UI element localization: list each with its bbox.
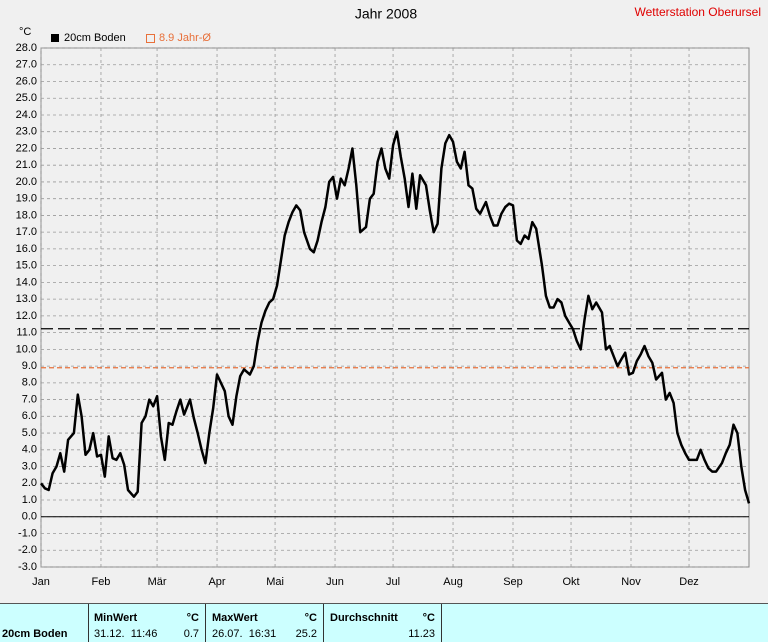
station-label: Wetterstation Oberursel bbox=[635, 5, 762, 19]
min-label: MinWert bbox=[94, 612, 138, 624]
x-tick-label: Mär bbox=[148, 576, 167, 588]
y-tick-label: 19.0 bbox=[16, 193, 37, 205]
y-tick-label: 21.0 bbox=[16, 159, 37, 171]
x-tick-label: Nov bbox=[621, 576, 641, 588]
y-tick-label: 11.0 bbox=[16, 327, 37, 339]
x-tick-label: Feb bbox=[91, 576, 110, 588]
x-tick-label: Jul bbox=[386, 576, 400, 588]
y-tick-label: -3.0 bbox=[18, 561, 37, 573]
y-tick-label: 18.0 bbox=[16, 209, 37, 221]
x-tick-label: Jan bbox=[32, 576, 50, 588]
x-tick-label: Dez bbox=[679, 576, 699, 588]
chart-title: Jahr 2008 bbox=[355, 6, 417, 22]
y-tick-label: 9.0 bbox=[22, 360, 37, 372]
y-tick-label: 8.0 bbox=[22, 377, 37, 389]
avg-label: Durchschnitt bbox=[330, 612, 398, 624]
y-tick-label: 26.0 bbox=[16, 75, 37, 87]
y-tick-label: 13.0 bbox=[16, 293, 37, 305]
legend-label: 20cm Boden bbox=[64, 32, 126, 44]
x-tick-label: Mai bbox=[266, 576, 284, 588]
y-unit: °C bbox=[19, 26, 31, 38]
y-tick-label: 25.0 bbox=[16, 92, 37, 104]
y-tick-label: 2.0 bbox=[22, 477, 37, 489]
legend-label: 8.9 Jahr-Ø bbox=[159, 32, 211, 44]
y-tick-label: 20.0 bbox=[16, 176, 37, 188]
max-time: 26.07. 16:31 bbox=[212, 628, 277, 640]
max-value: 25.2 bbox=[295, 628, 317, 640]
x-tick-label: Apr bbox=[208, 576, 225, 588]
avg-cell: Durchschnitt °C 11.23 bbox=[324, 604, 442, 642]
min-unit: °C bbox=[186, 612, 199, 624]
station-cell: 20cm Boden bbox=[0, 604, 89, 642]
chart: Jahr 2008 Wetterstation Oberursel °C 28.… bbox=[16, 5, 762, 588]
y-tick-label: 14.0 bbox=[16, 276, 37, 288]
min-value: 0.7 bbox=[183, 628, 199, 640]
y-tick-label: 27.0 bbox=[16, 59, 37, 71]
data-line bbox=[40, 130, 751, 504]
x-tick-label: Jun bbox=[326, 576, 344, 588]
y-tick-label: 3.0 bbox=[22, 460, 37, 472]
y-tick-label: 12.0 bbox=[16, 310, 37, 322]
y-tick-label: 17.0 bbox=[16, 226, 37, 238]
x-tick-label: Sep bbox=[503, 576, 523, 588]
y-tick-label: 15.0 bbox=[16, 260, 37, 272]
y-tick-label: 0.0 bbox=[22, 511, 37, 523]
avg-value: 11.23 bbox=[408, 628, 435, 640]
max-label: MaxWert bbox=[212, 612, 258, 624]
footer: 20cm Boden MinWert °C 31.12. 11:46 0.7 M… bbox=[0, 603, 768, 642]
max-unit: °C bbox=[304, 612, 317, 624]
y-tick-label: 22.0 bbox=[16, 142, 37, 154]
y-tick-label: 28.0 bbox=[16, 42, 37, 54]
avg-unit: °C bbox=[422, 612, 435, 624]
y-tick-label: 4.0 bbox=[22, 444, 37, 456]
x-tick-label: Okt bbox=[562, 576, 579, 588]
y-tick-label: 7.0 bbox=[22, 393, 37, 405]
y-tick-label: 10.0 bbox=[16, 343, 37, 355]
y-tick-label: -1.0 bbox=[18, 527, 37, 539]
y-tick-label: 23.0 bbox=[16, 126, 37, 138]
station-name: 20cm Boden bbox=[2, 628, 68, 640]
min-time: 31.12. 11:46 bbox=[94, 628, 158, 640]
y-tick-label: 6.0 bbox=[22, 410, 37, 422]
legend-swatch bbox=[146, 34, 155, 43]
min-cell: MinWert °C 31.12. 11:46 0.7 bbox=[89, 604, 206, 642]
y-tick-label: -2.0 bbox=[18, 544, 37, 556]
y-tick-label: 5.0 bbox=[22, 427, 37, 439]
y-tick-label: 1.0 bbox=[22, 494, 37, 506]
legend-swatch bbox=[51, 34, 59, 42]
x-tick-label: Aug bbox=[443, 576, 463, 588]
max-cell: MaxWert °C 26.07. 16:31 25.2 bbox=[206, 604, 324, 642]
plot-area bbox=[40, 47, 750, 568]
y-tick-label: 16.0 bbox=[16, 243, 37, 255]
y-tick-label: 24.0 bbox=[16, 109, 37, 121]
